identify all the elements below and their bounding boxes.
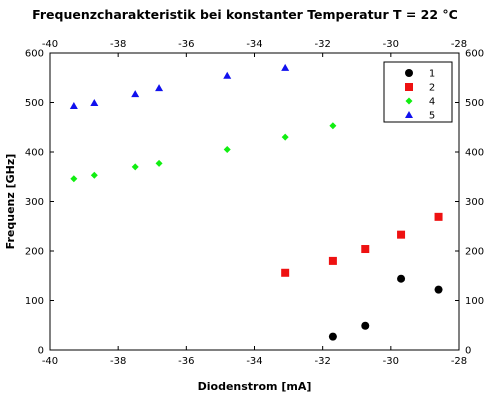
axis-ticks: -40 -40 -38 -38 -36 -36 -34 -34 -32 -32 -30 -30 -28 -… — [25, 39, 484, 367]
data-point-series-4 — [223, 146, 231, 154]
data-point-series-1 — [434, 285, 443, 294]
x-tick-label-bottom: -36 — [178, 356, 194, 367]
y-tick-label-left: 600 — [25, 49, 44, 60]
data-point-series-4 — [90, 171, 98, 179]
data-point-series-4 — [281, 133, 289, 141]
y-tick-label-left: 200 — [25, 247, 44, 258]
x-axis-label: Diodenstrom [mA] — [198, 380, 312, 393]
y-tick-label-left: 0 — [38, 346, 44, 357]
x-tick-label-top: -38 — [110, 39, 126, 50]
x-tick-label-top: -30 — [383, 39, 399, 50]
data-point-series-5 — [155, 84, 164, 92]
x-tick-label-top: -34 — [246, 39, 262, 50]
data-point-series-1 — [397, 274, 406, 283]
legend-marker-5 — [405, 111, 413, 118]
legend-label-2: 2 — [429, 83, 435, 94]
legend: 1 2 4 5 — [383, 61, 453, 123]
y-tick-label-right: 200 — [465, 247, 484, 258]
data-point-series-4 — [131, 163, 139, 171]
data-point-series-2 — [361, 245, 370, 254]
x-tick-label-top: -32 — [314, 39, 330, 50]
data-point-series-5 — [281, 63, 290, 71]
data-point-series-2 — [328, 256, 337, 265]
x-tick-label-bottom: -28 — [451, 356, 467, 367]
y-tick-label-right: 100 — [465, 296, 484, 307]
data-point-series-4 — [155, 159, 163, 167]
y-tick-label-right: 400 — [465, 148, 484, 159]
data-point-series-2 — [281, 268, 290, 277]
data-point-series-2 — [434, 212, 443, 221]
data-point-series-1 — [361, 321, 370, 330]
y-tick-label-right: 500 — [465, 98, 484, 109]
data-point-series-5 — [223, 71, 232, 79]
y-tick-label-right: 600 — [465, 49, 484, 60]
data-points — [69, 63, 443, 341]
y-axis-label: Frequenz [GHz] — [4, 154, 17, 250]
legend-label-1: 1 — [429, 69, 435, 80]
legend-label-5: 5 — [429, 111, 435, 122]
y-tick-label-left: 400 — [25, 148, 44, 159]
x-tick-label-bottom: -38 — [110, 356, 126, 367]
legend-marker-4 — [405, 97, 413, 105]
y-tick-label-left: 500 — [25, 98, 44, 109]
legend-marker-1 — [405, 69, 413, 77]
chart-title: Frequenzcharakteristik bei konstanter Te… — [32, 7, 458, 22]
y-tick-label-right: 300 — [465, 197, 484, 208]
x-tick-label-bottom: -32 — [314, 356, 330, 367]
data-point-series-4 — [70, 175, 78, 183]
data-point-series-2 — [397, 230, 406, 239]
x-tick-label-bottom: -34 — [246, 356, 262, 367]
y-tick-label-left: 300 — [25, 197, 44, 208]
data-point-series-5 — [69, 101, 78, 109]
data-point-series-4 — [329, 122, 337, 130]
legend-box — [383, 61, 453, 123]
legend-label-4: 4 — [429, 97, 435, 108]
x-tick-label-bottom: -40 — [42, 356, 58, 367]
legend-marker-2 — [405, 83, 413, 91]
data-point-series-5 — [90, 98, 99, 106]
x-tick-label-bottom: -30 — [383, 356, 399, 367]
data-point-series-5 — [131, 90, 140, 98]
data-point-series-1 — [328, 332, 337, 341]
x-tick-label-top: -36 — [178, 39, 194, 50]
x-tick-label-top: -40 — [42, 39, 58, 50]
y-tick-label-left: 100 — [25, 296, 44, 307]
y-tick-label-right: 0 — [465, 346, 471, 357]
x-tick-label-top: -28 — [451, 39, 467, 50]
